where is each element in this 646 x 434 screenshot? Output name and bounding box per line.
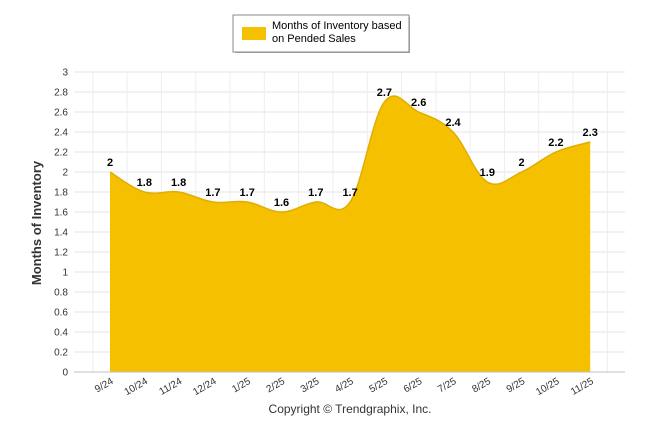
y-tick-label: 3 [62,68,68,79]
copyright-credit: Copyright © Trendgraphix, Inc. [269,402,432,416]
area-series [109,95,591,372]
x-tick-label: 1/25 [230,376,253,395]
legend-swatch [242,27,266,40]
y-tick-label: 0.4 [54,328,68,339]
y-tick-label: 2.8 [54,88,68,99]
data-label: 2 [107,157,113,169]
data-label: 1.7 [240,187,255,199]
y-tick-labels: 0 0.2 0.4 0.6 0.8 1 1.2 1.4 1.6 1.8 2 2.2 2.4 2.6 2.8 3 [54,68,68,379]
y-tick-label: 1.8 [54,188,68,199]
y-tick-label: 1.4 [54,228,68,239]
y-tick-label: 1 [62,268,68,279]
x-tick-label: 7/25 [436,376,459,395]
data-label: 1.6 [274,197,289,209]
y-tick-label: 2.4 [54,128,68,139]
x-tick-label: 12/24 [191,376,219,398]
data-label: 2.2 [548,137,563,149]
data-label: 1.9 [480,167,495,179]
data-label: 1.7 [308,187,323,199]
x-tick-label: 11/24 [158,376,185,398]
x-tick-label: 10/25 [534,376,562,398]
data-label: 1.8 [171,177,186,189]
data-labels: 2 1.8 1.8 1.7 1.7 1.6 1.7 1.7 2.7 2.6 2.4 1.9 2 2.2 2.… [107,87,598,209]
x-tick-label: 4/25 [333,376,356,395]
area-line [109,95,591,213]
legend: Months of Inventory based on Pended Sale… [232,14,410,53]
data-label: 2.4 [445,117,461,129]
y-tick-label: 1.2 [54,248,68,259]
area-fill [110,95,591,372]
x-tick-label: 9/25 [505,376,528,395]
x-tick-label: 5/25 [368,376,391,395]
x-tick-label: 2/25 [265,376,288,395]
y-tick-label: 0 [62,368,68,379]
x-tick-label: 3/25 [299,376,322,395]
y-tick-label: 2.2 [54,148,68,159]
data-label: 2.6 [411,97,426,109]
y-tick-label: 1.6 [54,208,68,219]
y-tick-label: 0.8 [54,288,68,299]
y-axis-title: Months of Inventory [29,160,44,285]
y-tick-label: 2.6 [54,108,68,119]
x-tick-label: 6/25 [402,376,425,395]
data-label: 2 [519,157,525,169]
legend-label-line-2: on Pended Sales [272,33,356,45]
x-tick-label: 10/24 [123,376,151,398]
y-tick-label: 0.2 [54,348,68,359]
data-label: 2.7 [377,87,392,99]
data-label: 2.3 [583,127,598,139]
data-label: 1.8 [137,177,152,189]
x-tick-label: 8/25 [470,376,493,395]
x-tick-labels: 9/24 10/24 11/24 12/24 1/25 2/25 3/25 4/25 5/25 6… [93,376,596,398]
y-tick-label: 2 [62,168,68,179]
legend-label-line-1: Months of Inventory based [272,20,402,32]
y-tick-label: 0.6 [54,308,68,319]
data-label: 1.7 [205,187,220,199]
x-tick-label: 9/24 [93,376,116,395]
data-label: 1.7 [342,187,357,199]
x-tick-label: 11/25 [569,376,596,398]
